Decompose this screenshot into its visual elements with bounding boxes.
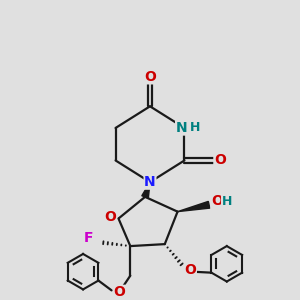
Text: H: H (190, 122, 200, 134)
Text: N: N (144, 175, 156, 189)
Text: O: O (211, 194, 223, 208)
Text: O: O (105, 210, 117, 224)
Text: F: F (84, 231, 94, 245)
Polygon shape (178, 201, 210, 212)
Text: O: O (214, 154, 226, 167)
Text: O: O (113, 285, 125, 299)
Text: O: O (184, 263, 196, 277)
Text: O: O (144, 70, 156, 84)
Text: N: N (176, 121, 187, 135)
Text: H: H (222, 195, 232, 208)
Polygon shape (142, 182, 150, 198)
